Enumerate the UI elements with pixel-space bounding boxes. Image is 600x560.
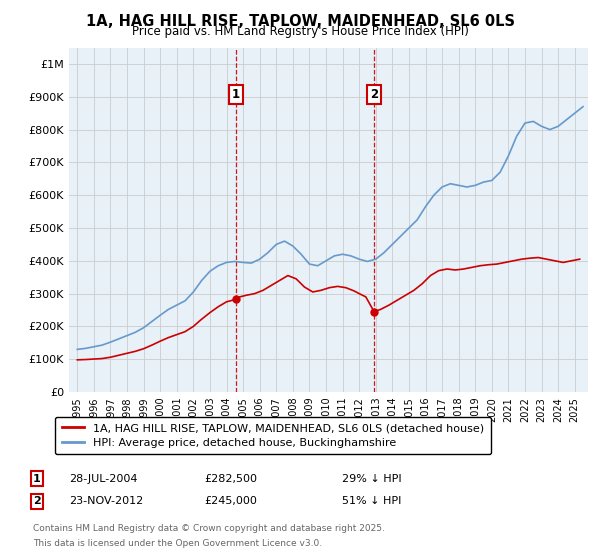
Text: 1: 1 (232, 87, 240, 101)
Text: £282,500: £282,500 (204, 474, 257, 484)
Text: 1A, HAG HILL RISE, TAPLOW, MAIDENHEAD, SL6 0LS: 1A, HAG HILL RISE, TAPLOW, MAIDENHEAD, S… (86, 14, 515, 29)
Text: 28-JUL-2004: 28-JUL-2004 (69, 474, 137, 484)
Text: 51% ↓ HPI: 51% ↓ HPI (342, 496, 401, 506)
Text: 29% ↓ HPI: 29% ↓ HPI (342, 474, 401, 484)
Text: 23-NOV-2012: 23-NOV-2012 (69, 496, 143, 506)
Text: Price paid vs. HM Land Registry's House Price Index (HPI): Price paid vs. HM Land Registry's House … (131, 25, 469, 38)
Text: 2: 2 (370, 87, 378, 101)
Text: 1: 1 (33, 474, 41, 484)
Text: 2: 2 (33, 496, 41, 506)
Legend: 1A, HAG HILL RISE, TAPLOW, MAIDENHEAD, SL6 0LS (detached house), HPI: Average pr: 1A, HAG HILL RISE, TAPLOW, MAIDENHEAD, S… (55, 417, 491, 454)
Text: This data is licensed under the Open Government Licence v3.0.: This data is licensed under the Open Gov… (33, 539, 322, 548)
Text: Contains HM Land Registry data © Crown copyright and database right 2025.: Contains HM Land Registry data © Crown c… (33, 524, 385, 533)
Text: £245,000: £245,000 (204, 496, 257, 506)
